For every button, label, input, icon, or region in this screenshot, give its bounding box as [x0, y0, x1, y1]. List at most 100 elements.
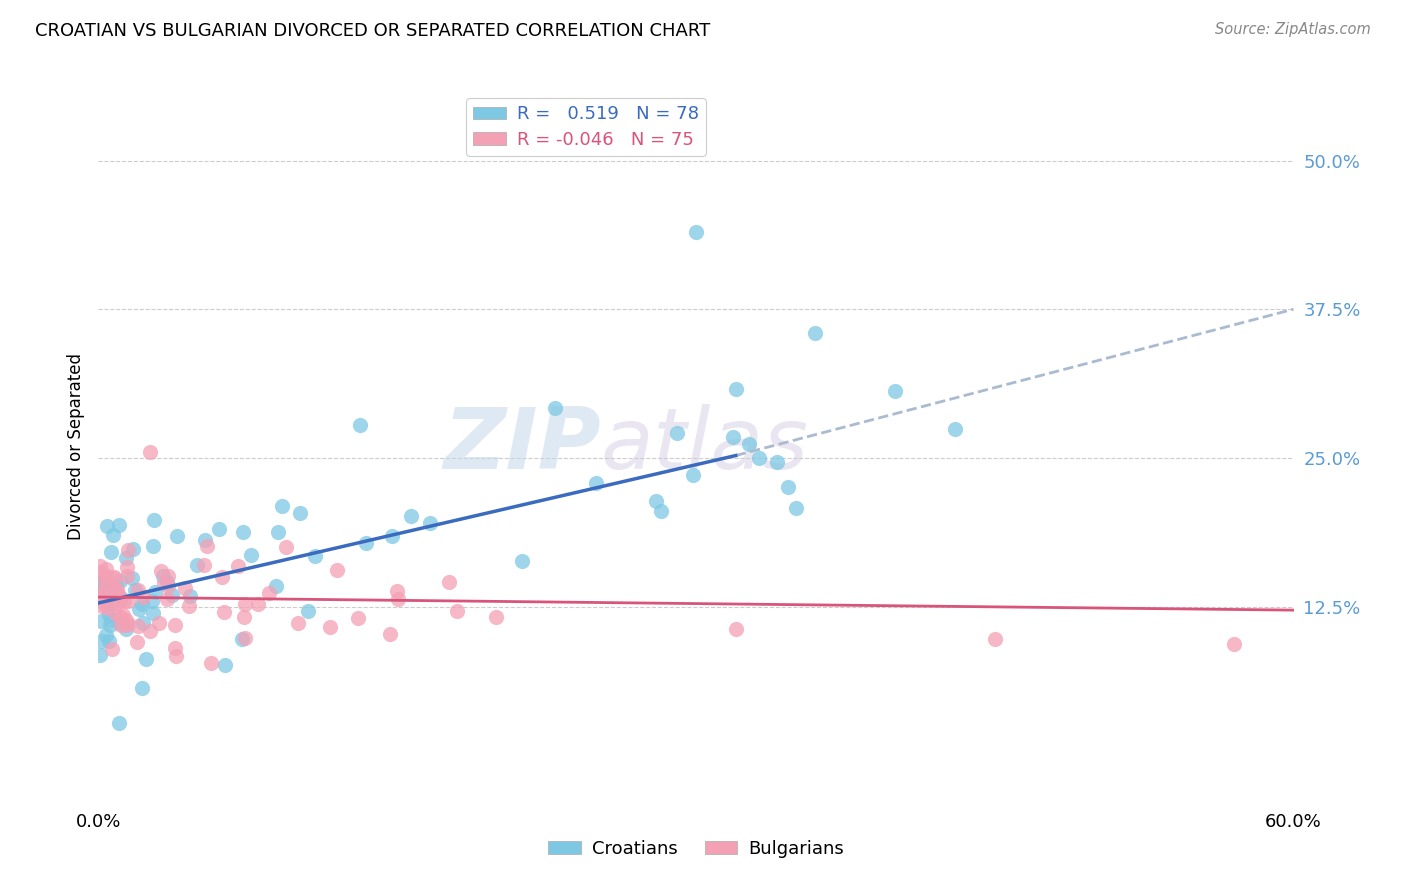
- Point: [212, 605, 235, 619]
- Text: CROATIAN VS BULGARIAN DIVORCED OR SEPARATED CORRELATION CHART: CROATIAN VS BULGARIAN DIVORCED OR SEPARA…: [35, 22, 710, 40]
- Point: [112, 594, 135, 608]
- Point: [115, 569, 138, 583]
- Point: [89, 558, 111, 573]
- Point: [93, 570, 115, 584]
- Point: [108, 715, 131, 730]
- Point: [645, 494, 668, 508]
- Point: [721, 430, 744, 444]
- Point: [304, 549, 326, 564]
- Point: [122, 541, 145, 556]
- Point: [90, 578, 112, 592]
- Point: [232, 524, 254, 539]
- Point: [349, 418, 371, 433]
- Point: [103, 569, 125, 583]
- Point: [544, 401, 567, 415]
- Point: [90, 599, 112, 613]
- Point: [381, 529, 404, 543]
- Point: [127, 619, 149, 633]
- Point: [131, 590, 153, 604]
- Point: [110, 610, 132, 624]
- Point: [100, 545, 122, 559]
- Point: [186, 558, 208, 572]
- Point: [97, 600, 120, 615]
- Point: [104, 583, 127, 598]
- Point: [724, 382, 747, 396]
- Point: [114, 613, 136, 627]
- Point: [163, 618, 186, 632]
- Point: [101, 641, 124, 656]
- Point: [97, 575, 120, 590]
- Point: [117, 594, 139, 608]
- Point: [385, 584, 409, 599]
- Point: [90, 591, 112, 606]
- Point: [104, 592, 127, 607]
- Point: [276, 540, 298, 554]
- Point: [399, 509, 422, 524]
- Point: [127, 634, 149, 648]
- Point: [354, 535, 377, 549]
- Legend: Croatians, Bulgarians: Croatians, Bulgarians: [541, 833, 851, 865]
- Point: [93, 597, 115, 611]
- Point: [748, 450, 770, 465]
- Point: [165, 649, 187, 664]
- Point: [111, 608, 134, 623]
- Point: [127, 583, 149, 598]
- Point: [271, 499, 294, 513]
- Point: [235, 597, 257, 611]
- Point: [287, 615, 309, 630]
- Point: [387, 592, 409, 607]
- Point: [108, 616, 131, 631]
- Point: [233, 631, 256, 645]
- Point: [738, 437, 761, 451]
- Point: [685, 225, 707, 239]
- Point: [142, 539, 165, 553]
- Point: [152, 576, 174, 591]
- Point: [297, 604, 319, 618]
- Point: [179, 589, 201, 603]
- Point: [1223, 636, 1246, 650]
- Point: [149, 564, 172, 578]
- Point: [141, 594, 163, 608]
- Point: [114, 618, 136, 632]
- Point: [98, 618, 121, 632]
- Point: [160, 588, 183, 602]
- Point: [115, 560, 138, 574]
- Text: atlas: atlas: [600, 404, 808, 488]
- Point: [766, 455, 789, 469]
- Point: [143, 584, 166, 599]
- Point: [105, 582, 128, 597]
- Point: [257, 586, 280, 600]
- Point: [510, 553, 533, 567]
- Point: [378, 627, 401, 641]
- Point: [228, 559, 250, 574]
- Point: [326, 563, 349, 577]
- Point: [724, 622, 747, 636]
- Point: [114, 550, 136, 565]
- Point: [785, 501, 807, 516]
- Point: [246, 597, 269, 611]
- Point: [124, 583, 146, 598]
- Point: [128, 602, 150, 616]
- Point: [193, 558, 215, 572]
- Point: [650, 504, 672, 518]
- Point: [437, 575, 460, 590]
- Point: [585, 476, 607, 491]
- Point: [195, 539, 218, 553]
- Point: [108, 592, 131, 607]
- Point: [90, 586, 112, 600]
- Point: [211, 570, 233, 584]
- Point: [446, 604, 468, 618]
- Point: [89, 614, 111, 628]
- Point: [984, 632, 1007, 646]
- Point: [156, 591, 179, 606]
- Point: [96, 569, 118, 583]
- Point: [207, 522, 229, 536]
- Point: [173, 581, 195, 595]
- Point: [110, 618, 132, 632]
- Point: [152, 568, 174, 582]
- Point: [346, 610, 368, 624]
- Point: [776, 480, 799, 494]
- Point: [91, 579, 114, 593]
- Point: [143, 513, 166, 527]
- Point: [117, 617, 139, 632]
